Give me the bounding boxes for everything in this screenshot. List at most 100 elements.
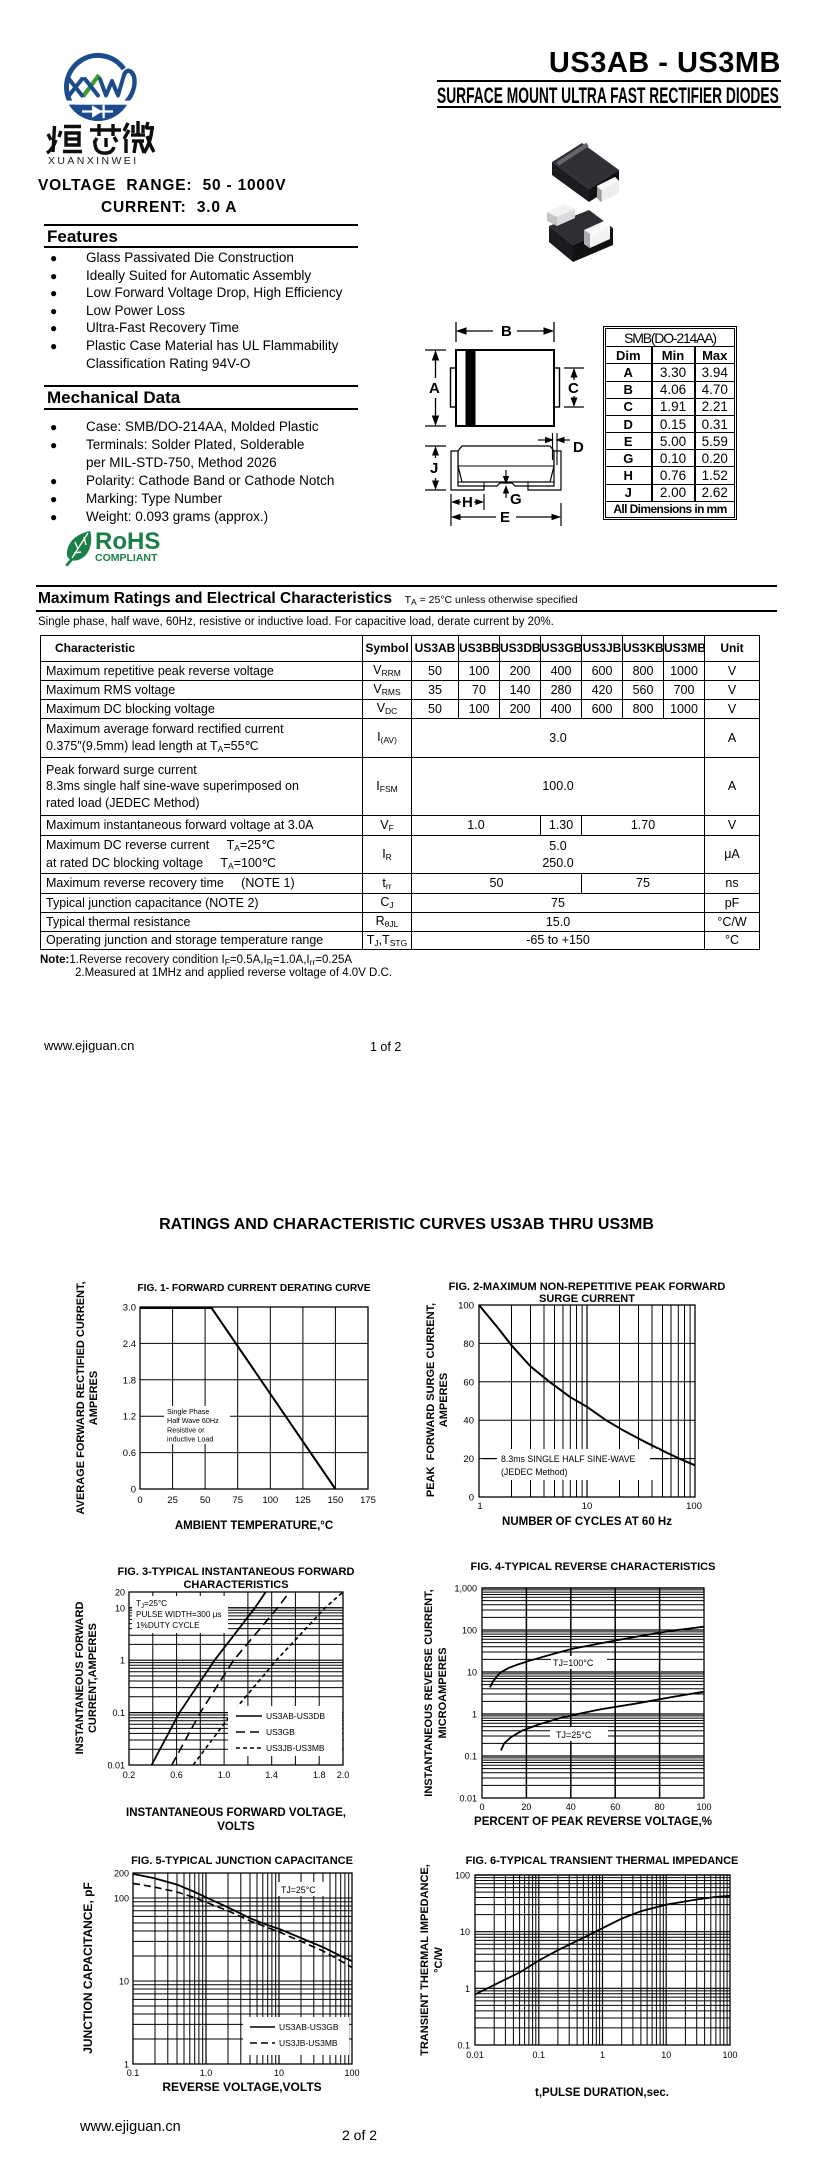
svg-text:B: B bbox=[501, 323, 512, 340]
svg-text:0.1: 0.1 bbox=[127, 2068, 140, 2078]
svg-text:FIG. 1- FORWARD CURRENT DERATI: FIG. 1- FORWARD CURRENT DERATING CURVE bbox=[137, 1283, 370, 1294]
svg-text:1: 1 bbox=[472, 1710, 477, 1720]
svg-text:1.2: 1.2 bbox=[123, 1412, 136, 1423]
svg-text:100: 100 bbox=[722, 2050, 737, 2060]
svg-text:Resistive or: Resistive or bbox=[167, 1425, 205, 1434]
svg-text:3.0: 3.0 bbox=[123, 1303, 136, 1314]
svg-text:75: 75 bbox=[232, 1495, 243, 1506]
svg-text:1,000: 1,000 bbox=[454, 1584, 477, 1594]
svg-text:SURGE CURRENT: SURGE CURRENT bbox=[539, 1293, 635, 1305]
svg-text:100: 100 bbox=[686, 1501, 702, 1512]
svg-text:0: 0 bbox=[479, 1802, 484, 1812]
svg-text:CURRENT,AMPERES: CURRENT,AMPERES bbox=[87, 1623, 99, 1733]
svg-text:RoHS: RoHS bbox=[95, 528, 160, 555]
svg-text:0.1: 0.1 bbox=[464, 1752, 477, 1762]
svg-text:8.3ms SINGLE HALF SINE-WAVE: 8.3ms SINGLE HALF SINE-WAVE bbox=[501, 1454, 636, 1464]
svg-text:20: 20 bbox=[521, 1802, 531, 1812]
svg-text:MICROAMPERES: MICROAMPERES bbox=[437, 1647, 449, 1738]
svg-text:0.1: 0.1 bbox=[457, 2041, 470, 2051]
svg-text:0.01: 0.01 bbox=[107, 1761, 125, 1771]
svg-text:10: 10 bbox=[119, 1976, 129, 1986]
svg-text:Half Wave 60Hz: Half Wave 60Hz bbox=[167, 1416, 219, 1425]
svg-text:REVERSE VOLTAGE,VOLTS: REVERSE VOLTAGE,VOLTS bbox=[162, 2080, 321, 2094]
svg-text:D: D bbox=[573, 439, 584, 456]
svg-text:0.01: 0.01 bbox=[459, 1794, 477, 1804]
svg-text:10: 10 bbox=[274, 2068, 284, 2078]
svg-text:G: G bbox=[510, 491, 522, 508]
svg-text:100: 100 bbox=[458, 1301, 474, 1312]
svg-text:JUNCTION CAPACITANCE, pF: JUNCTION CAPACITANCE, pF bbox=[81, 1882, 95, 2054]
svg-text:A: A bbox=[429, 380, 440, 397]
svg-text:40: 40 bbox=[566, 1802, 576, 1812]
svg-text:1.8: 1.8 bbox=[313, 1770, 326, 1780]
svg-text:TJ=25°C: TJ=25°C bbox=[136, 1599, 167, 1610]
svg-text:10: 10 bbox=[460, 1927, 470, 1937]
svg-text:0.6: 0.6 bbox=[123, 1448, 136, 1459]
svg-text:J: J bbox=[430, 460, 438, 477]
svg-text:FIG. 6-TYPICAL TRANSIENT THERM: FIG. 6-TYPICAL TRANSIENT THERMAL IMPEDAN… bbox=[466, 1855, 739, 1867]
svg-text:NUMBER OF CYCLES AT 60 Hz: NUMBER OF CYCLES AT 60 Hz bbox=[502, 1516, 672, 1528]
svg-text:10: 10 bbox=[582, 1501, 593, 1512]
svg-text:US3AB-US3GB: US3AB-US3GB bbox=[279, 2022, 339, 2032]
svg-text:2.4: 2.4 bbox=[123, 1339, 136, 1350]
svg-text:125: 125 bbox=[295, 1495, 311, 1506]
svg-text:1: 1 bbox=[600, 2050, 605, 2060]
svg-text:TJ=25°C: TJ=25°C bbox=[556, 1730, 592, 1740]
svg-text:US3JB-US3MB: US3JB-US3MB bbox=[266, 1743, 325, 1753]
svg-text:FIG. 3-TYPICAL INSTANTANEOUS F: FIG. 3-TYPICAL INSTANTANEOUS FORWARD bbox=[118, 1566, 355, 1578]
svg-text:1: 1 bbox=[465, 1984, 470, 1994]
svg-text:FIG. 4-TYPICAL REVERSE CHARACT: FIG. 4-TYPICAL REVERSE CHARACTERISTICS bbox=[471, 1561, 716, 1573]
svg-text:E: E bbox=[500, 509, 510, 526]
svg-text:0.2: 0.2 bbox=[123, 1770, 136, 1780]
svg-text:100: 100 bbox=[462, 1626, 477, 1636]
svg-text:0: 0 bbox=[137, 1495, 142, 1506]
svg-text:50: 50 bbox=[200, 1495, 211, 1506]
svg-text:1%DUTY CYCLE: 1%DUTY CYCLE bbox=[136, 1621, 200, 1630]
svg-text:US3JB-US3MB: US3JB-US3MB bbox=[279, 2038, 338, 2048]
svg-text:10: 10 bbox=[661, 2050, 671, 2060]
svg-text:AMPERES: AMPERES bbox=[438, 1373, 450, 1427]
svg-text:10: 10 bbox=[467, 1668, 477, 1678]
svg-text:100: 100 bbox=[114, 1893, 129, 1903]
svg-text:FIG. 2-MAXIMUM NON-REPETITIVE: FIG. 2-MAXIMUM NON-REPETITIVE PEAK FORWA… bbox=[449, 1281, 726, 1293]
svg-text:C: C bbox=[568, 380, 579, 397]
svg-text:20: 20 bbox=[115, 1588, 125, 1598]
svg-text:100: 100 bbox=[262, 1495, 278, 1506]
svg-text:60: 60 bbox=[463, 1377, 474, 1388]
svg-text:175: 175 bbox=[360, 1495, 376, 1506]
svg-text:AVERAGE FORWARD RECTIFIED CURR: AVERAGE FORWARD RECTIFIED CURRENT, bbox=[75, 1281, 87, 1514]
svg-text:H: H bbox=[462, 494, 473, 511]
svg-text:1: 1 bbox=[124, 2060, 129, 2070]
svg-text:1.8: 1.8 bbox=[123, 1375, 136, 1386]
svg-text:°C/W: °C/W bbox=[433, 1946, 445, 1972]
svg-text:1.4: 1.4 bbox=[265, 1770, 278, 1780]
svg-text:100: 100 bbox=[455, 1871, 470, 1881]
svg-text:10: 10 bbox=[115, 1603, 125, 1613]
svg-text:TJ=25°C: TJ=25°C bbox=[281, 1885, 316, 1895]
svg-text:1.0: 1.0 bbox=[200, 2068, 213, 2078]
svg-text:VOLTS: VOLTS bbox=[217, 1821, 255, 1833]
svg-text:0.1: 0.1 bbox=[532, 2050, 545, 2060]
svg-text:0.01: 0.01 bbox=[466, 2050, 484, 2060]
svg-text:1: 1 bbox=[120, 1656, 125, 1666]
svg-text:COMPLIANT: COMPLIANT bbox=[95, 552, 158, 564]
svg-text:inductive Load: inductive Load bbox=[167, 1435, 213, 1444]
svg-text:40: 40 bbox=[463, 1416, 474, 1427]
svg-text:80: 80 bbox=[463, 1339, 474, 1350]
svg-text:FIG. 5-TYPICAL JUNCTION CAPACI: FIG. 5-TYPICAL JUNCTION CAPACITANCE bbox=[131, 1855, 353, 1867]
svg-text:Single Phase: Single Phase bbox=[167, 1407, 209, 1416]
svg-text:80: 80 bbox=[655, 1802, 665, 1812]
svg-text:PEAK FORWARD SURGE CURRENT,: PEAK FORWARD SURGE CURRENT, bbox=[425, 1303, 437, 1497]
svg-text:25: 25 bbox=[167, 1495, 178, 1506]
svg-text:AMPERES: AMPERES bbox=[88, 1371, 100, 1425]
svg-text:0.1: 0.1 bbox=[112, 1708, 125, 1718]
svg-text:PERCENT OF PEAK REVERSE VOLTAG: PERCENT OF PEAK REVERSE VOLTAGE,% bbox=[474, 1816, 712, 1828]
svg-text:INSTANTANEOUS REVERSE CURRENT,: INSTANTANEOUS REVERSE CURRENT, bbox=[423, 1589, 435, 1796]
svg-text:CHARACTERISTICS: CHARACTERISTICS bbox=[183, 1579, 288, 1591]
svg-text:INSTANTANEOUS FORWARD VOLTAGE,: INSTANTANEOUS FORWARD VOLTAGE, bbox=[126, 1807, 346, 1819]
svg-text:1: 1 bbox=[477, 1501, 482, 1512]
svg-text:200: 200 bbox=[114, 1869, 129, 1879]
svg-text:100: 100 bbox=[344, 2068, 359, 2078]
svg-text:0: 0 bbox=[469, 1493, 474, 1504]
svg-text:AMBIENT TEMPERATURE,°C: AMBIENT TEMPERATURE,°C bbox=[175, 1520, 333, 1532]
